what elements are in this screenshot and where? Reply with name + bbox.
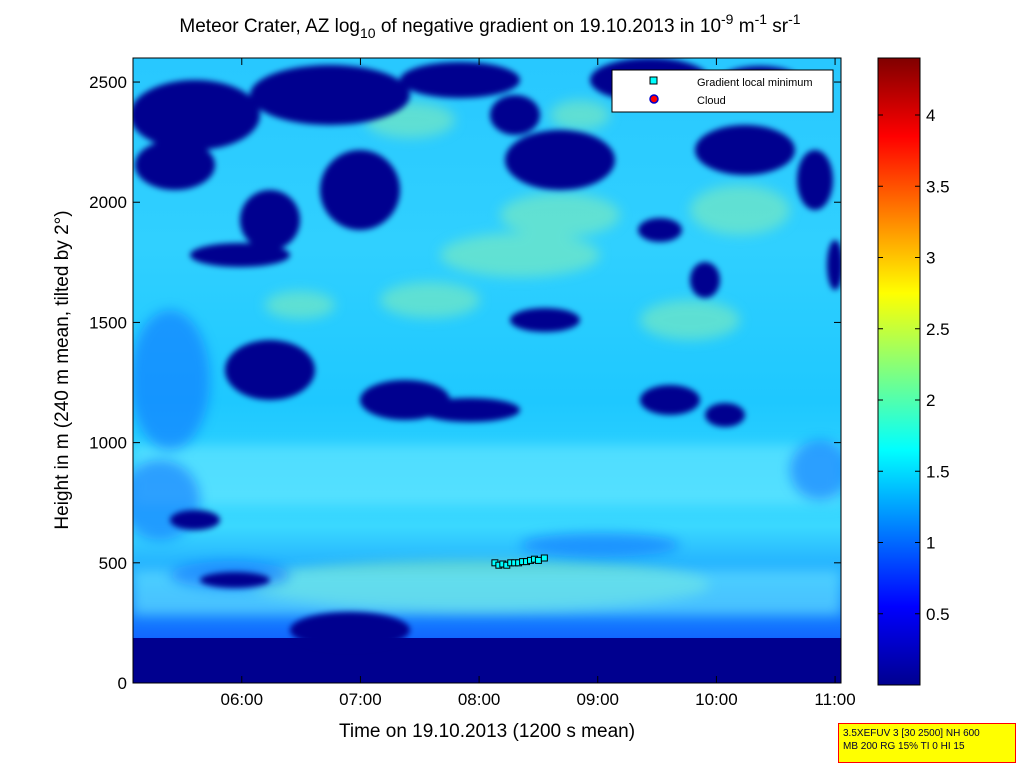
x-axis-label: Time on 19.10.2013 (1200 s mean) bbox=[339, 721, 635, 742]
plot-area bbox=[132, 57, 842, 684]
gradient-minimum-marker bbox=[540, 554, 548, 562]
x-axis: 06:00 07:00 08:00 09:00 10:00 11:00 bbox=[220, 58, 856, 709]
colorbar: 0.5 1 1.5 2 2.5 3 3.5 4 bbox=[877, 57, 950, 686]
colorbar-tick-label: 3 bbox=[926, 249, 935, 268]
legend-label-cloud: Cloud bbox=[697, 95, 726, 107]
settings-info-box: 3.5XEFUV 3 [30 2500] NH 600 MB 200 RG 15… bbox=[838, 723, 1016, 763]
y-tick-label: 1500 bbox=[89, 313, 127, 332]
y-tick-label: 2000 bbox=[89, 193, 127, 212]
heatmap bbox=[133, 58, 841, 683]
colorbar-tick-label: 1 bbox=[926, 534, 935, 553]
colorbar-tick-label: 0.5 bbox=[926, 605, 950, 624]
colorbar-tick-label: 2.5 bbox=[926, 320, 950, 339]
legend-label-gradient: Gradient local minimum bbox=[697, 77, 813, 89]
x-tick-label: 06:00 bbox=[220, 690, 263, 709]
gradient-minimum-marker bbox=[534, 556, 542, 564]
y-axis-label: Height in m (240 m mean, tilted by 2°) bbox=[52, 210, 73, 529]
x-tick-label: 11:00 bbox=[814, 690, 855, 709]
x-tick-label: 09:00 bbox=[576, 690, 619, 709]
legend-square-marker bbox=[649, 76, 658, 85]
colorbar-ticks: 0.5 1 1.5 2 2.5 3 3.5 4 bbox=[878, 106, 950, 624]
x-tick-label: 10:00 bbox=[695, 690, 738, 709]
colorbar-tick-label: 3.5 bbox=[926, 177, 950, 196]
info-line-1: 3.5XEFUV 3 [30 2500] NH 600 bbox=[843, 728, 980, 739]
y-tick-label: 1000 bbox=[89, 434, 127, 453]
y-tick-label: 0 bbox=[118, 674, 127, 693]
y-tick-label: 500 bbox=[99, 554, 127, 573]
x-tick-label: 08:00 bbox=[458, 690, 501, 709]
colorbar-tick-label: 2 bbox=[926, 391, 935, 410]
gradient-minimum-markers bbox=[491, 554, 548, 569]
colorbar-tick-label: 1.5 bbox=[926, 462, 950, 481]
y-axis: 0 500 1000 1500 2000 2500 bbox=[89, 73, 841, 693]
legend: Gradient local minimum Cloud bbox=[611, 69, 834, 113]
info-line-2: MB 200 RG 15% TI 0 HI 15 bbox=[843, 741, 965, 752]
colorbar-tick-label: 4 bbox=[926, 106, 935, 125]
y-tick-label: 2500 bbox=[89, 73, 127, 92]
chart-title: Meteor Crater, AZ log10 of negative grad… bbox=[179, 11, 800, 41]
legend-circle-marker bbox=[649, 94, 659, 104]
x-tick-label: 07:00 bbox=[339, 690, 382, 709]
